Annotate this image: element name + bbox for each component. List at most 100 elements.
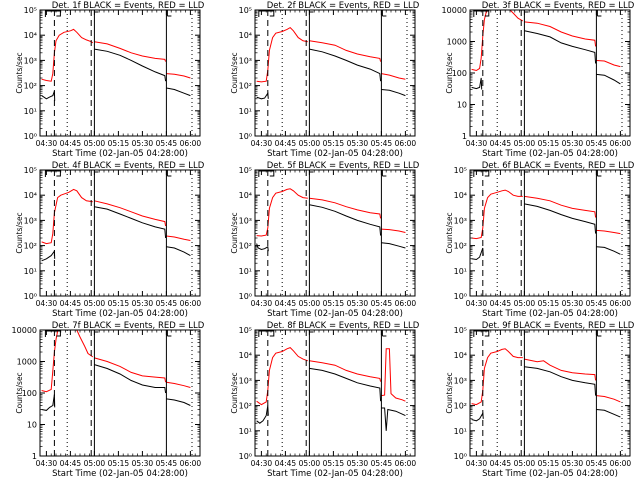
x-tick-label: 04:30 [466,139,488,148]
x-tick-label: 05:30 [347,139,369,148]
y-tick-label: 10⁴ [454,351,467,360]
chart-panel-det-9f: 10⁰ 10¹ 10² 10³ 10⁴ 10⁵ 04:30 04:45 05:00 05:15 05… [430,320,640,480]
y-tick-label: 10¹ [454,267,467,276]
y-tick-label: 10000 [442,6,467,15]
plot-frame [254,329,416,457]
y-tick-label: 10² [454,402,467,411]
y-tick-label: 10² [24,82,37,91]
y-tick-label: 10⁰ [24,132,37,141]
lld-line [256,347,308,406]
chart-panel-det-8f: 10⁰ 10¹ 10² 10³ 10⁴ 10⁵ 04:30 04:45 05:00 05:15 05… [215,320,428,480]
x-tick-label: 05:30 [562,299,584,308]
x-tick-label: 05:00 [514,459,536,468]
events-line [381,89,406,97]
plot-frame [39,9,201,137]
x-tick-label: 06:00 [610,459,632,468]
y-axis-label: Counts/sec [230,212,239,253]
chart-title: Det. 2f BLACK = Events, RED = LLD [267,1,420,11]
chart-svg: 1 10 100 1000 10000 04:30 04:45 05:00 05:15 05:30… [442,1,635,159]
x-tick-label: 05:15 [538,459,560,468]
x-axis-label: Start Time (02-Jan-05 04:28:00) [267,309,403,319]
x-tick-label: 06:00 [180,299,202,308]
chart-svg: 1 10 100 1000 10000 04:30 04:45 05:00 05:15 05:30… [12,321,205,479]
lld-line [309,40,382,62]
y-tick-label: 10⁰ [239,132,252,141]
lld-line [381,73,406,80]
events-line [596,409,621,418]
lld-line [256,26,308,83]
lld-line [309,360,382,382]
y-axis-label: Counts/sec [230,372,239,413]
x-tick-label: 05:00 [84,459,106,468]
chart-title: Det. 6f BLACK = Events, RED = LLD [482,161,635,171]
y-axis-label: Counts/sec [445,372,454,413]
interval-bracket [473,170,490,177]
x-tick-label: 04:30 [36,299,58,308]
y-tick-label: 10¹ [239,107,252,116]
interval-bracket [473,10,490,17]
x-tick-label: 05:45 [156,459,178,468]
series-events [41,206,191,262]
y-tick-label: 10² [239,82,252,91]
x-tick-label: 04:30 [251,459,273,468]
x-tick-label: 06:00 [610,299,632,308]
y-tick-label: 10⁵ [239,166,252,175]
chart-title: Det. 5f BLACK = Events, RED = LLD [267,161,420,171]
chart-panel-det-6f: 10⁰ 10¹ 10² 10³ 10⁴ 10⁵ 04:30 04:45 05:00 05:15 05… [430,160,640,320]
chart-panel-det-5f: 10⁰ 10¹ 10² 10³ 10⁴ 10⁵ 04:30 04:45 05:00 05:15 05… [215,160,428,320]
events-line [256,405,269,424]
events-line [41,91,56,101]
chart-panel-det-2f: 10⁰ 10¹ 10² 10³ 10⁴ 10⁵ 04:30 04:45 05:00 05:15 05… [215,0,428,160]
series-events [256,367,406,431]
series-lld [256,26,406,83]
y-tick-label: 1000 [447,38,467,47]
y-tick-label: 10⁵ [24,6,37,15]
y-tick-label: 10² [454,242,467,251]
x-tick-label: 04:45 [60,139,82,148]
events-line [166,87,191,97]
events-line [41,394,56,411]
y-tick-label: 10 [27,421,37,430]
events-line [596,73,621,85]
x-axis-label: Start Time (02-Jan-05 04:28:00) [482,469,618,479]
x-tick-label: 05:30 [562,139,584,148]
y-tick-label: 10¹ [239,267,252,276]
series-lld [471,10,621,72]
x-tick-label: 05:30 [347,459,369,468]
plot-frame [39,169,201,297]
plot-frame [254,169,416,297]
y-tick-label: 100 [452,69,467,78]
y-axis-label: Counts/sec [15,212,24,253]
x-tick-label: 05:15 [108,299,130,308]
events-line [524,30,597,64]
x-axis-label: Start Time (02-Jan-05 04:28:00) [52,309,188,319]
y-tick-label: 10⁰ [239,452,252,461]
plot-frame [254,9,416,137]
x-tick-label: 05:30 [132,459,154,468]
lld-line [471,10,489,72]
series-events [471,203,621,261]
y-tick-label: 10⁴ [24,31,37,40]
x-tick-label: 05:15 [323,299,345,308]
x-tick-label: 05:15 [323,459,345,468]
x-tick-label: 05:45 [371,139,393,148]
chart-panel-det-1f: 10⁰ 10¹ 10² 10³ 10⁴ 10⁵ 04:30 04:45 05:00 05:15 05… [0,0,213,160]
interval-bracket [44,170,61,177]
x-tick-label: 04:30 [251,299,273,308]
y-tick-label: 10⁵ [24,166,37,175]
x-axis-label: Start Time (02-Jan-05 04:28:00) [267,469,403,479]
x-tick-label: 04:45 [490,299,512,308]
x-tick-label: 05:45 [371,299,393,308]
x-tick-label: 05:30 [132,299,154,308]
chart-title: Det. 9f BLACK = Events, RED = LLD [482,321,635,331]
x-tick-label: 04:30 [466,459,488,468]
x-tick-label: 04:45 [490,139,512,148]
series-lld [471,348,621,406]
events-line [471,411,484,422]
series-lld [471,189,621,240]
lld-line [94,357,167,383]
x-tick-label: 05:45 [156,139,178,148]
